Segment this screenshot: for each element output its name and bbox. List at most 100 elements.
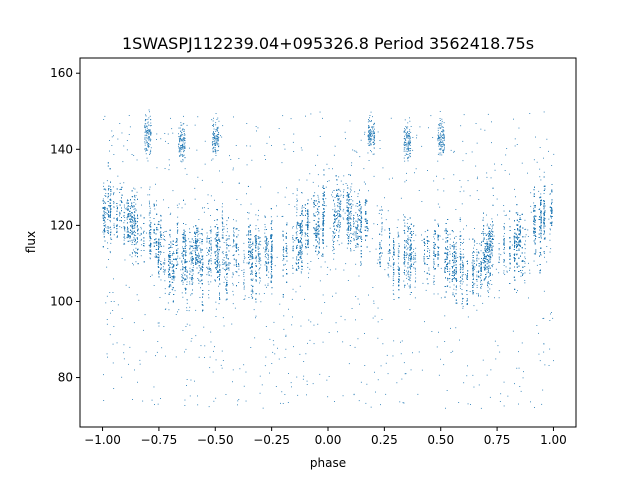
data-point [550,248,552,250]
data-point [349,243,351,244]
data-point [381,213,382,215]
data-point [301,226,303,228]
data-point [300,254,302,255]
data-point [524,243,526,245]
data-point [397,265,399,267]
data-point [207,252,208,253]
data-point [300,231,302,232]
data-point [265,261,266,263]
data-point [350,233,352,235]
data-point [266,253,268,254]
data-point [225,262,227,264]
data-point [393,280,395,281]
data-point [349,199,350,200]
data-point [533,223,534,225]
data-point [397,254,399,256]
data-point [292,238,294,240]
data-point [232,246,234,248]
data-point [447,258,448,260]
data-point [149,230,150,232]
data-point [491,253,493,255]
data-point [109,210,111,212]
data-point [408,239,410,240]
data-point [407,239,409,241]
data-point [486,249,488,251]
data-point [210,255,212,257]
data-point [488,243,490,245]
data-point [408,271,410,273]
data-point [193,258,194,260]
data-point [388,263,390,265]
data-point [222,225,223,227]
data-point [119,226,121,228]
data-point [296,228,298,230]
data-point [332,244,334,245]
data-point [110,229,112,231]
data-point [296,207,298,209]
data-point [210,268,211,270]
data-point [200,251,202,253]
data-point [486,272,488,274]
data-point [124,229,125,231]
data-point [200,248,202,250]
data-point [177,216,179,218]
data-point [243,253,245,255]
data-point [238,266,240,267]
data-point [404,247,405,249]
data-point [318,233,320,234]
data-point [182,268,183,270]
data-point [255,242,257,244]
data-point [350,203,352,205]
data-point [237,247,239,248]
data-point [334,197,336,198]
data-point [433,259,435,261]
data-point [488,256,490,258]
data-point [428,273,430,275]
data-point [264,240,266,242]
data-point [336,226,338,228]
data-point [105,224,107,226]
data-point [163,245,165,247]
data-point [123,226,125,228]
data-point [222,228,224,230]
data-point [407,262,409,264]
data-point [251,295,253,297]
data-point [533,221,535,223]
data-point [197,257,199,259]
data-point [317,233,319,235]
data-point [301,247,303,249]
data-point [140,255,142,257]
data-point [271,274,273,276]
data-point [393,283,394,285]
data-point [407,272,409,274]
data-point [488,276,490,277]
data-point [251,273,253,275]
data-point [257,247,259,249]
data-point [163,268,165,270]
data-point [549,207,551,208]
data-point [164,280,166,282]
data-point [292,257,294,259]
data-point [461,303,463,304]
data-point [238,263,239,264]
data-point [198,280,200,281]
data-point [164,269,166,271]
data-point [317,211,319,212]
data-point [197,238,199,240]
data-point [504,241,505,243]
data-point [491,250,493,251]
data-point [357,218,359,220]
data-point [433,236,435,238]
data-point [238,254,240,256]
data-point [413,267,415,269]
data-point [131,221,133,223]
data-point [540,233,542,234]
data-point [268,271,270,273]
data-point [415,280,416,282]
data-point [164,270,166,272]
data-point [474,283,476,285]
data-point [397,269,399,270]
data-point [237,249,239,250]
data-point [317,196,319,198]
data-point [332,232,334,234]
